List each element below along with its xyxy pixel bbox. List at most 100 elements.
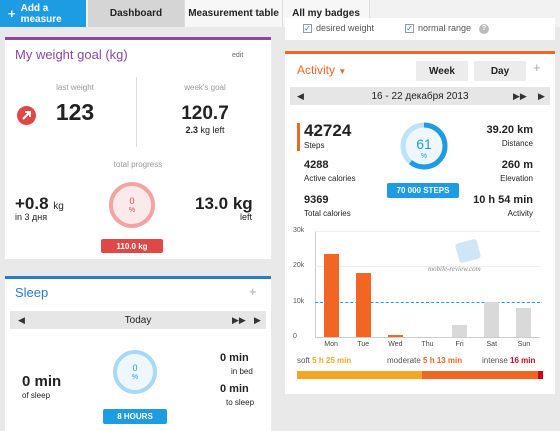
sleep-progress-ring [113,350,157,394]
activity-percent: 61 [416,136,432,152]
activity-time-label: Activity [507,209,533,218]
weight-remaining-line: 13.0 kg [195,194,253,214]
bar-sat[interactable] [484,301,500,337]
tab-measurement-table[interactable]: Measurement table [185,0,283,27]
x-tick-label: Sun [517,341,531,348]
to-sleep-label: to sleep [226,398,255,407]
activity-add-icon[interactable]: + [533,60,541,75]
x-tick-label: Fri [455,341,464,348]
activity-next-icon[interactable]: ▶ [538,90,545,101]
x-tick-label: Sat [486,341,498,348]
add-measure-button[interactable]: + Add a measure [0,0,86,27]
y-tick-label: 10k [293,297,305,305]
steps-bar-chart: 30k 20k 10k 0 Mon Tue Wed Thu Fri Sat Sun [285,227,555,352]
in-bed-label: in bed [231,367,253,376]
active-calories-value: 4288 [304,159,329,171]
sleep-next-icon[interactable]: ▶ [254,314,261,325]
weight-progress-percent: 0 [129,196,135,206]
add-measure-label: Add a measure [20,2,62,25]
week-button[interactable]: Week [416,61,468,81]
sleep-value: 0 [22,373,31,390]
sleep-prev-icon[interactable]: ◀ [18,314,25,325]
bar-mon[interactable] [323,253,339,337]
intense-intensity: intense 16 min [482,356,535,365]
desired-weight-checkbox[interactable]: ✓ [303,24,312,33]
sleep-card-accent-bar [5,276,271,279]
active-calories-label: Active calories [304,174,356,183]
weight-progress-ring [109,182,155,228]
activity-goal-pill: 70 000 STEPS [387,183,459,198]
activity-percent-sign: % [420,153,428,160]
sleep-day-nav: ◀ Today ▶▶ ▶ [10,311,266,329]
sleep-fast-forward-icon[interactable]: ▶▶ [232,314,246,325]
steps-accent-marker [297,123,300,151]
sleep-day-label: Today [124,314,152,326]
moderate-value: 5 h 13 min [423,356,463,365]
y-tick-label: 20k [293,262,305,270]
activity-progress-arc [400,122,448,170]
sleep-card: Sleep + ◀ Today ▶▶ ▶ 0 min of sleep 0 % … [5,276,271,431]
weight-card-title: My weight goal (kg) [15,47,128,62]
top-toolbar: + Add a measure Dashboard Measurement ta… [0,0,560,27]
intense-label: intense [482,356,508,365]
weight-change-period: in 3 дня [15,212,48,222]
sleep-of-sleep-label: of sleep [22,391,51,400]
weight-remaining-label: left [240,212,253,222]
day-button[interactable]: Day [474,61,526,81]
distance-label: Distance [501,139,533,148]
elevation-value: 260 m [501,159,533,171]
weight-edit-link[interactable]: edit [232,52,244,59]
arrow-up-right-icon [17,106,36,125]
weight-change-value: +0.8 [15,194,49,213]
weight-goal-card: My weight goal (kg) edit last weight 123… [5,37,271,259]
x-tick-label: Mon [324,341,338,348]
watermark-text: mobile-review.com [428,265,481,273]
bar-tue[interactable] [355,273,371,337]
sleep-card-title: Sleep [15,285,49,300]
sleep-value-line: 0 min [22,373,61,390]
activity-fast-forward-icon[interactable]: ▶▶ [513,90,527,101]
last-weight-value: 123 [55,99,95,125]
bar-fri[interactable] [452,325,468,337]
soft-intensity: soft 5 h 25 min [297,356,351,365]
intensity-intense-segment [538,371,543,379]
weight-left-line: 2.3 kg left [165,125,245,135]
chart-gridline [315,231,540,232]
activity-progress-ring [400,122,448,170]
intensity-moderate-segment [422,371,539,379]
sleep-unit: min [34,373,62,390]
weight-legend-strip: ✓ desired weight ✓ normal range ? [285,18,555,40]
weight-card-accent-bar [5,37,271,40]
normal-range-label: normal range [418,23,472,33]
x-tick-label: Tue [357,341,370,348]
moderate-intensity: moderate 5 h 13 min [387,356,462,365]
steps-label: Steps [304,141,325,150]
normal-range-checkbox[interactable]: ✓ [405,24,414,33]
total-progress-label: total progress [113,160,163,169]
activity-time-value: 10 h 54 min [473,194,533,206]
weight-remaining-unit: kg [232,194,253,213]
weight-remaining-value: 13.0 [195,194,229,213]
total-calories-value: 9369 [304,194,329,206]
bar-wed[interactable] [387,334,403,337]
last-weight-label: last weight [56,83,94,92]
weeks-goal-label: week's goal [184,83,226,92]
activity-title-dropdown[interactable]: Activity ▼ [297,63,346,77]
sleep-add-icon[interactable]: + [249,284,257,299]
tab-dashboard[interactable]: Dashboard [88,0,185,27]
activity-prev-icon[interactable]: ◀ [297,90,304,101]
elevation-label: Elevation [500,174,533,183]
chart-plot-area [315,231,540,337]
activity-card-accent-bar [285,51,555,54]
sleep-goal-pill: 8 HOURS [103,409,167,424]
weight-left-value: 2.3 [185,125,198,135]
y-tick-label: 30k [293,227,305,234]
activity-title: Activity [297,63,336,77]
plus-icon: + [8,6,16,21]
weight-percent-sign: % [128,207,136,214]
steps-value: 42724 [304,121,352,140]
chart-gridline [315,337,540,338]
activity-range-label: 16 - 22 декабря 2013 [371,90,469,102]
help-icon[interactable]: ? [479,24,489,34]
bar-sun[interactable] [516,307,532,337]
